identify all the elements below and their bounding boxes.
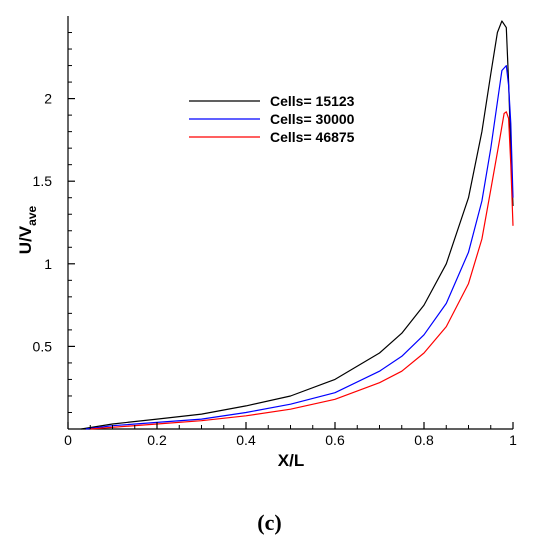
series-line-2: [85, 64, 514, 430]
series-line-3: [90, 111, 514, 430]
y-axis-title-main: U/V: [16, 225, 35, 254]
plot-frame: [67, 16, 513, 430]
y-tick-label: 1: [44, 256, 52, 272]
y-axis-title: U/Vave: [16, 205, 39, 254]
figure-caption: (c): [257, 510, 282, 535]
line-chart: 0 0.2 0.4 0.6 0.8 10.511.52 Cells= 15123Cells…: [16, 16, 517, 470]
y-tick-label: 0.5: [33, 338, 53, 354]
y-tick-label: 2: [44, 91, 52, 107]
legend-label-1: Cells= 15123: [270, 93, 355, 109]
legend: Cells= 15123 Cells= 30000 Cells= 46875: [189, 93, 355, 145]
legend-label-2: Cells= 30000: [270, 111, 355, 127]
x-tick-label: 0: [64, 432, 72, 448]
legend-label-3: Cells= 46875: [270, 129, 355, 145]
axis-ticks: 0 0.2 0.4 0.6 0.8 1 0.5 1 1.5 2: [33, 32, 517, 448]
series-layer: [81, 20, 514, 430]
y-tick-label: 1.5: [33, 173, 53, 189]
x-axis-title: X/L: [278, 451, 304, 470]
x-tick-label: 0.6: [325, 432, 345, 448]
x-tick-label: 0.8: [414, 432, 434, 448]
x-tick-label: 1: [509, 432, 517, 448]
series-line-1: [81, 20, 514, 430]
x-tick-label: 0.2: [147, 432, 167, 448]
y-axis-title-sub: ave: [25, 205, 39, 225]
x-tick-label: 0.4: [236, 432, 256, 448]
